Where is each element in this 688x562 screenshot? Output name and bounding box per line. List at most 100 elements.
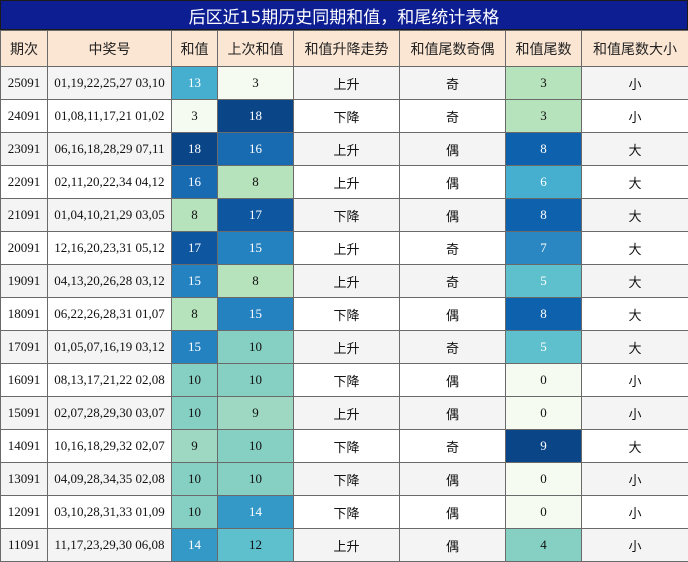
cell-trend: 上升 [294, 331, 400, 364]
cell-parity: 偶 [400, 463, 506, 496]
header-parity: 和值尾数奇偶 [400, 31, 506, 67]
cell-issue: 17091 [1, 331, 48, 364]
table-title: 后区近15期历史同期和值，和尾统计表格 [0, 0, 688, 30]
cell-prev-sum: 10 [218, 331, 294, 364]
cell-sum: 10 [172, 496, 218, 529]
cell-size: 大 [582, 199, 688, 232]
cell-size: 小 [582, 364, 688, 397]
cell-tail: 8 [506, 199, 582, 232]
cell-numbers: 06,16,18,28,29 07,11 [48, 133, 172, 166]
cell-parity: 奇 [400, 67, 506, 100]
cell-sum: 17 [172, 232, 218, 265]
cell-issue: 16091 [1, 364, 48, 397]
cell-numbers: 01,08,11,17,21 01,02 [48, 100, 172, 133]
cell-size: 大 [582, 166, 688, 199]
cell-trend: 上升 [294, 397, 400, 430]
cell-numbers: 04,13,20,26,28 03,12 [48, 265, 172, 298]
cell-sum: 16 [172, 166, 218, 199]
cell-sum: 10 [172, 397, 218, 430]
cell-prev-sum: 15 [218, 298, 294, 331]
cell-prev-sum: 10 [218, 364, 294, 397]
cell-trend: 下降 [294, 430, 400, 463]
cell-prev-sum: 8 [218, 166, 294, 199]
header-size: 和值尾数大小 [582, 31, 688, 67]
cell-prev-sum: 12 [218, 529, 294, 562]
cell-issue: 22091 [1, 166, 48, 199]
cell-tail: 5 [506, 331, 582, 364]
cell-size: 小 [582, 397, 688, 430]
cell-numbers: 01,04,10,21,29 03,05 [48, 199, 172, 232]
cell-numbers: 02,11,20,22,34 04,12 [48, 166, 172, 199]
cell-issue: 20091 [1, 232, 48, 265]
cell-trend: 下降 [294, 298, 400, 331]
cell-trend: 上升 [294, 166, 400, 199]
cell-size: 小 [582, 100, 688, 133]
cell-sum: 8 [172, 298, 218, 331]
cell-numbers: 10,16,18,29,32 02,07 [48, 430, 172, 463]
cell-size: 大 [582, 265, 688, 298]
header-prev-sum: 上次和值 [218, 31, 294, 67]
cell-sum: 10 [172, 463, 218, 496]
cell-parity: 奇 [400, 265, 506, 298]
cell-numbers: 11,17,23,29,30 06,08 [48, 529, 172, 562]
cell-issue: 25091 [1, 67, 48, 100]
cell-size: 小 [582, 529, 688, 562]
stats-table: 期次 中奖号 和值 上次和值 和值升降走势 和值尾数奇偶 和值尾数 和值尾数大小… [0, 30, 688, 562]
cell-trend: 下降 [294, 100, 400, 133]
cell-issue: 11091 [1, 529, 48, 562]
cell-parity: 奇 [400, 430, 506, 463]
cell-tail: 8 [506, 133, 582, 166]
header-sum: 和值 [172, 31, 218, 67]
cell-sum: 10 [172, 364, 218, 397]
cell-issue: 12091 [1, 496, 48, 529]
cell-issue: 18091 [1, 298, 48, 331]
cell-trend: 下降 [294, 463, 400, 496]
cell-tail: 6 [506, 166, 582, 199]
cell-numbers: 04,09,28,34,35 02,08 [48, 463, 172, 496]
cell-prev-sum: 15 [218, 232, 294, 265]
cell-sum: 9 [172, 430, 218, 463]
cell-parity: 奇 [400, 100, 506, 133]
cell-tail: 8 [506, 298, 582, 331]
cell-trend: 下降 [294, 199, 400, 232]
cell-parity: 偶 [400, 397, 506, 430]
cell-sum: 15 [172, 265, 218, 298]
cell-numbers: 02,07,28,29,30 03,07 [48, 397, 172, 430]
cell-tail: 5 [506, 265, 582, 298]
cell-parity: 偶 [400, 529, 506, 562]
cell-prev-sum: 16 [218, 133, 294, 166]
cell-tail: 0 [506, 496, 582, 529]
cell-issue: 23091 [1, 133, 48, 166]
cell-prev-sum: 8 [218, 265, 294, 298]
cell-parity: 偶 [400, 364, 506, 397]
cell-tail: 3 [506, 100, 582, 133]
header-trend: 和值升降走势 [294, 31, 400, 67]
cell-size: 大 [582, 232, 688, 265]
header-issue: 期次 [1, 31, 48, 67]
cell-tail: 9 [506, 430, 582, 463]
cell-issue: 24091 [1, 100, 48, 133]
cell-prev-sum: 17 [218, 199, 294, 232]
cell-tail: 0 [506, 463, 582, 496]
cell-trend: 上升 [294, 232, 400, 265]
cell-numbers: 08,13,17,21,22 02,08 [48, 364, 172, 397]
cell-parity: 偶 [400, 199, 506, 232]
cell-sum: 3 [172, 100, 218, 133]
cell-trend: 上升 [294, 67, 400, 100]
cell-numbers: 12,16,20,23,31 05,12 [48, 232, 172, 265]
cell-sum: 18 [172, 133, 218, 166]
